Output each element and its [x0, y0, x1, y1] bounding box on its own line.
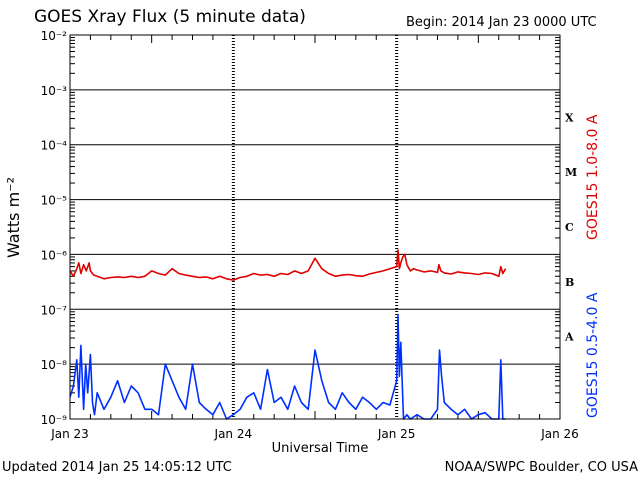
y-tick-label: 10⁻⁴ [41, 139, 68, 153]
chart-title: GOES Xray Flux (5 minute data) [34, 7, 306, 27]
updated-timestamp: Updated 2014 Jan 25 14:05:12 UTC [2, 460, 232, 475]
x-axis-label: Universal Time [271, 441, 369, 456]
y-tick-label: 10⁻⁷ [41, 303, 68, 317]
x-tick-label: Jan 26 [540, 427, 579, 441]
flare-class-label: B [565, 276, 574, 289]
flare-class-label: A [564, 331, 574, 344]
y-tick-label: 10⁻² [41, 29, 68, 43]
minor-ticks [70, 35, 560, 419]
tick-labels: 10⁻⁹ 10⁻⁸ 10⁻⁷ 10⁻⁶ 10⁻⁵ 10⁻⁴ 10⁻³ 10⁻² Jan 23 Ja… [41, 29, 579, 441]
y-tick-label: 10⁻⁹ [41, 413, 68, 427]
x-tick-label: Jan 25 [377, 427, 416, 441]
flare-class-label: X [565, 111, 574, 124]
y-tick-label: 10⁻⁸ [41, 358, 68, 372]
series-line-1 [69, 313, 506, 420]
begin-time: Begin: 2014 Jan 23 0000 UTC [406, 15, 597, 30]
series-line-0 [69, 249, 507, 281]
flare-class-label: C [565, 221, 574, 234]
x-tick-label: Jan 23 [50, 427, 89, 441]
series-layer [69, 249, 507, 420]
y-tick-label: 10⁻³ [41, 84, 68, 98]
flare-class-label: M [565, 166, 577, 179]
gridlines [70, 35, 560, 419]
y-tick-label: 10⁻⁶ [41, 248, 68, 262]
credit-text: NOAA/SWPC Boulder, CO USA [444, 460, 638, 475]
x-tick-label: Jan 24 [214, 427, 253, 441]
plot-frame [69, 34, 561, 420]
y-tick-label: 10⁻⁵ [41, 194, 68, 208]
